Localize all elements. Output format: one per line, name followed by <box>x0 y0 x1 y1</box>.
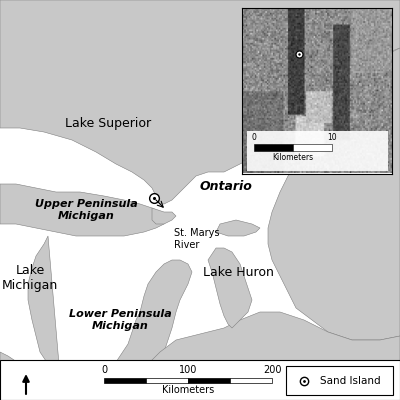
Bar <box>246 131 388 171</box>
Text: 0: 0 <box>101 365 107 375</box>
Polygon shape <box>152 208 176 224</box>
Polygon shape <box>28 236 192 384</box>
Text: Upper Peninsula
Michigan: Upper Peninsula Michigan <box>35 199 137 221</box>
Bar <box>230 378 272 383</box>
Text: St. Marys
River: St. Marys River <box>174 228 220 250</box>
Text: Kilometers: Kilometers <box>162 386 214 395</box>
Polygon shape <box>216 220 260 236</box>
Polygon shape <box>208 248 252 328</box>
Text: Lower Peninsula
Michigan: Lower Peninsula Michigan <box>69 309 171 331</box>
Bar <box>254 144 293 151</box>
Bar <box>293 144 332 151</box>
Text: Kilometers: Kilometers <box>272 153 314 162</box>
Text: Lake Huron: Lake Huron <box>202 266 274 278</box>
Text: 10: 10 <box>327 133 337 142</box>
Text: 200: 200 <box>263 365 281 375</box>
Bar <box>0 360 400 400</box>
Polygon shape <box>0 312 400 400</box>
Polygon shape <box>0 184 164 236</box>
Polygon shape <box>268 48 400 340</box>
Bar <box>104 378 146 383</box>
Text: 100: 100 <box>179 365 197 375</box>
Text: Sand Island: Sand Island <box>320 376 381 386</box>
Bar <box>146 378 188 383</box>
Bar <box>286 366 393 395</box>
Text: Lake
Michigan: Lake Michigan <box>2 264 58 292</box>
Text: 0: 0 <box>252 133 256 142</box>
Text: Ontario: Ontario <box>200 180 252 192</box>
Polygon shape <box>0 0 400 204</box>
Bar <box>188 378 230 383</box>
Text: Lake Superior: Lake Superior <box>65 118 151 130</box>
